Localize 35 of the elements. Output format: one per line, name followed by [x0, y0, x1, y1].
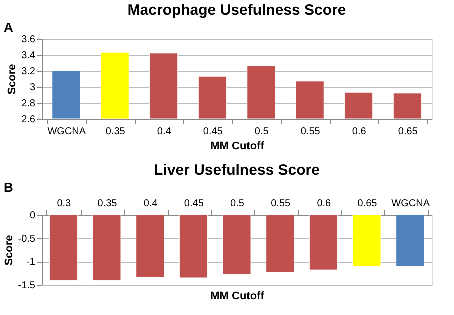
- x-axis-title: MM Cutoff: [210, 140, 265, 152]
- x-tick-label: 0.5: [230, 198, 245, 210]
- y-tick-label: 3.6: [22, 34, 36, 46]
- x-tick-label: 0.5: [254, 126, 270, 138]
- x-tick-label: 0.4: [157, 126, 172, 138]
- y-tick-label: -0.5: [18, 234, 36, 245]
- x-tick-label: 0.4: [144, 198, 158, 210]
- y-tick-label: 2.6: [22, 114, 36, 126]
- x-tick-label: 0.6: [352, 126, 367, 138]
- y-tick-label: 3: [30, 82, 36, 94]
- x-tick-label: 0.55: [271, 198, 291, 210]
- x-tick-label: 0.45: [203, 126, 224, 138]
- y-axis-title: Score: [6, 64, 19, 95]
- text: B: [4, 180, 14, 195]
- x-tick-label: 0.35: [106, 126, 126, 138]
- x-tick-label: 0.45: [184, 198, 204, 210]
- y-tick-label: -1: [26, 257, 36, 268]
- y-tick-label: 3.2: [22, 66, 36, 78]
- y-axis-title: Score: [3, 235, 16, 266]
- y-tick-label: -1.5: [18, 280, 36, 292]
- y-tick-label: 2.8: [22, 98, 36, 110]
- x-tick-label: 0.65: [398, 126, 418, 138]
- text: A: [4, 20, 14, 35]
- x-tick-label: 0.55: [300, 126, 321, 138]
- x-tick-label: 0.3: [57, 198, 72, 210]
- x-tick-label: 0.35: [98, 198, 118, 210]
- x-axis-title: MM Cutoff: [210, 290, 265, 302]
- y-tick-label: 0: [30, 210, 36, 222]
- x-tick-label: WGCNA: [48, 126, 86, 138]
- x-tick-label: 0.6: [317, 198, 332, 210]
- chart-title: Liver Usefulness Score: [154, 162, 320, 179]
- x-tick-label: WGCNA: [392, 198, 430, 210]
- x-tick-label: 0.65: [358, 198, 378, 210]
- y-tick-label: 3.4: [22, 50, 36, 62]
- chart-title: Macrophage Usefulness Score: [128, 2, 346, 19]
